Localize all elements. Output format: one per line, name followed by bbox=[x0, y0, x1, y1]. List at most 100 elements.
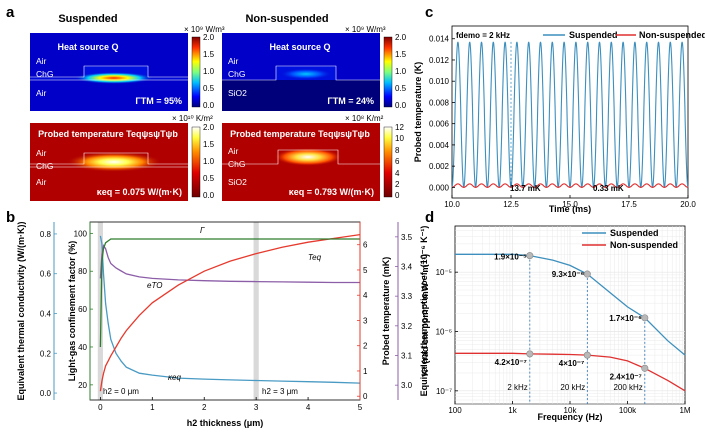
colorbar-1-unit: × 10⁹ W/m³ bbox=[184, 25, 225, 34]
d-point-label-non-suspended: 4.2×10⁻⁷ bbox=[495, 358, 527, 367]
b-eto-tick-label: 3.5 bbox=[401, 233, 413, 242]
d-frequency-label: 200 kHz bbox=[613, 383, 642, 392]
map1-metric: ΓTM = 95% bbox=[135, 96, 182, 106]
cb2-tick: 0.5 bbox=[395, 84, 407, 93]
cb4-tick: 12 bbox=[395, 123, 404, 132]
d-marker-suspended bbox=[526, 252, 534, 260]
b-teq-tick-label: 5 bbox=[363, 266, 368, 275]
b-eto-tick-label: 3.0 bbox=[401, 381, 413, 390]
panel-d-label: d bbox=[425, 209, 434, 226]
c-annot-non-suspended: 0.33 mK bbox=[593, 184, 624, 193]
cb4-tick: 6 bbox=[395, 157, 400, 166]
cb4-tick: 2 bbox=[395, 180, 400, 189]
map1-layer-mid: ChG bbox=[36, 69, 53, 79]
d-x-tick-label: 10k bbox=[564, 406, 578, 415]
b-annot-teq: Teq bbox=[308, 253, 322, 262]
cb2-tick: 1.0 bbox=[395, 67, 407, 76]
panel-a: a Suspended Non-suspended Heat source Q … bbox=[6, 4, 407, 201]
c-x-tick-label: 12.5 bbox=[503, 200, 519, 209]
b-y-eto-ticks: 3.0 3.1 3.2 3.3 3.4 3.5 bbox=[395, 222, 413, 400]
c-legend-suspended: Suspended bbox=[569, 30, 618, 40]
b-x-tick-label: 4 bbox=[306, 403, 311, 412]
panel-a-label: a bbox=[6, 4, 15, 21]
b-x-tick-label: 2 bbox=[202, 403, 207, 412]
b-keq-tick-label: 0.8 bbox=[40, 230, 52, 239]
map-heat-suspended: Heat source Q Air ChG Air ΓTM = 95% bbox=[30, 33, 188, 111]
map-temp-suspended: Probed temperature TeqψsψTψb Air ChG Air… bbox=[30, 123, 188, 201]
b-annot-gamma: Γ bbox=[200, 226, 205, 235]
map1-layer-top: Air bbox=[36, 56, 47, 66]
b-keq-tick-label: 0.6 bbox=[40, 270, 52, 279]
c-y-tick-label: 0.006 bbox=[429, 120, 450, 129]
b-y-keq-ticks: 0.0 0.2 0.4 0.6 0.8 bbox=[40, 222, 57, 400]
colorbar-4-ticks: 12 10 8 6 4 2 0 bbox=[395, 123, 404, 200]
map3-metric: κeq = 0.075 W/(m·K) bbox=[97, 187, 182, 197]
b-keq-tick-label: 0.0 bbox=[40, 389, 52, 398]
d-x-tick-label: 1M bbox=[679, 406, 690, 415]
cb4-tick: 8 bbox=[395, 146, 400, 155]
colorbar-2-unit: × 10⁹ W/m³ bbox=[345, 25, 386, 34]
b-x-ticks: 0 1 2 3 4 5 bbox=[98, 397, 363, 412]
cb4-tick: 4 bbox=[395, 169, 400, 178]
shade-h2-3 bbox=[253, 222, 259, 400]
b-gamma-tick-label: 100 bbox=[74, 229, 88, 238]
map2-layer-mid: ChG bbox=[228, 69, 245, 79]
b-x-tick-label: 5 bbox=[358, 403, 363, 412]
map4-metric: κeq = 0.793 W/(m·K) bbox=[289, 187, 374, 197]
b-teq-tick-label: 1 bbox=[363, 367, 368, 376]
b-eto-tick-label: 3.1 bbox=[401, 352, 413, 361]
d-frequency-label: 2 kHz bbox=[507, 383, 527, 392]
cb4-tick: 10 bbox=[395, 134, 404, 143]
b-xlabel: h2 thickness (μm) bbox=[187, 418, 264, 428]
c-y-tick-label: 0.000 bbox=[429, 183, 450, 192]
b-annot-h3: h2 = 3 μm bbox=[262, 387, 298, 396]
d-marker-non-suspended bbox=[583, 351, 591, 359]
map3-layer-top: Air bbox=[36, 148, 47, 158]
c-x-ticks: 10.0 12.5 15.0 17.5 20.0 bbox=[444, 195, 696, 209]
d-x-tick-label: 100k bbox=[619, 406, 637, 415]
colorbar-4: × 10⁸ K/m² 12 10 8 6 4 2 0 bbox=[345, 114, 404, 200]
map-temp-non-suspended: Probed temperature TeqψsψTψb Air ChG SiO… bbox=[222, 123, 380, 201]
b-y-gamma-ticks: 20 40 60 80 100 bbox=[74, 222, 93, 400]
cb1-tick: 1.0 bbox=[203, 67, 215, 76]
panel-c: c 10.0 12.5 15.0 17.5 20.0 0.0000.0020.0040.… bbox=[413, 4, 705, 214]
map3-layer-mid: ChG bbox=[36, 161, 53, 171]
d-point-label-suspended: 1.7×10⁻⁶ bbox=[609, 314, 642, 323]
b-y-teq-ticks: 0 1 2 3 4 5 6 bbox=[357, 222, 368, 401]
b-gamma-tick-label: 40 bbox=[78, 343, 87, 352]
d-legend-non-suspended: Non-suspended bbox=[610, 240, 678, 250]
d-marker-non-suspended bbox=[526, 350, 534, 358]
map3-title: Probed temperature TeqψsψTψb bbox=[38, 129, 178, 139]
map-heat-non-suspended: Heat source Q Air ChG SiO2 ΓTM = 24% bbox=[222, 33, 380, 111]
b-eto-tick-label: 3.2 bbox=[401, 322, 413, 331]
map4-layer-bot: SiO2 bbox=[228, 177, 247, 187]
b-teq-tick-label: 2 bbox=[363, 342, 368, 351]
c-x-tick-label: 17.5 bbox=[621, 200, 637, 209]
map1-layer-bot: Air bbox=[36, 88, 47, 98]
d-ylabel: K* (rad cm ppm⁻¹ mW⁻¹ m⁻¹) bbox=[420, 254, 430, 376]
c-y-tick-label: 0.010 bbox=[429, 77, 450, 86]
colorbar-3-unit: × 10¹⁰ K/m² bbox=[172, 114, 213, 123]
d-y-ticks: 10⁻⁵ 10⁻⁶ 10⁻⁷ bbox=[436, 268, 458, 396]
b-teq-tick-label: 6 bbox=[363, 241, 368, 250]
cb1-tick: 2.0 bbox=[203, 33, 215, 42]
b-ylabel-gamma: Light-gas confinement factor (%) bbox=[67, 241, 77, 382]
cb1-tick: 0.0 bbox=[203, 101, 215, 110]
b-ylabel-teq: Probed temperature (mK) bbox=[381, 257, 391, 366]
d-y-tick-label: 10⁻⁷ bbox=[436, 387, 452, 396]
b-keq-tick-label: 0.2 bbox=[40, 349, 52, 358]
series-suspended-line bbox=[451, 41, 689, 188]
map2-metric: ΓTM = 24% bbox=[327, 96, 374, 106]
cb2-tick: 1.5 bbox=[395, 50, 407, 59]
cb1-tick: 1.5 bbox=[203, 50, 215, 59]
b-x-tick-label: 3 bbox=[254, 403, 259, 412]
d-grid bbox=[455, 226, 685, 405]
c-y-tick-label: 0.014 bbox=[429, 35, 450, 44]
d-point-label-suspended: 1.9×10⁻⁵ bbox=[494, 253, 527, 262]
d-point-label-non-suspended: 4×10⁻⁷ bbox=[559, 359, 585, 368]
colorbar-2: × 10⁹ W/m³ 2.0 1.5 1.0 0.5 0.0 bbox=[345, 25, 407, 110]
col-title-non-suspended: Non-suspended bbox=[245, 13, 328, 25]
b-teq-tick-label: 0 bbox=[363, 392, 368, 401]
d-point-label-non-suspended: 2.4×10⁻⁷ bbox=[610, 372, 642, 381]
series-keq-line bbox=[99, 235, 360, 384]
